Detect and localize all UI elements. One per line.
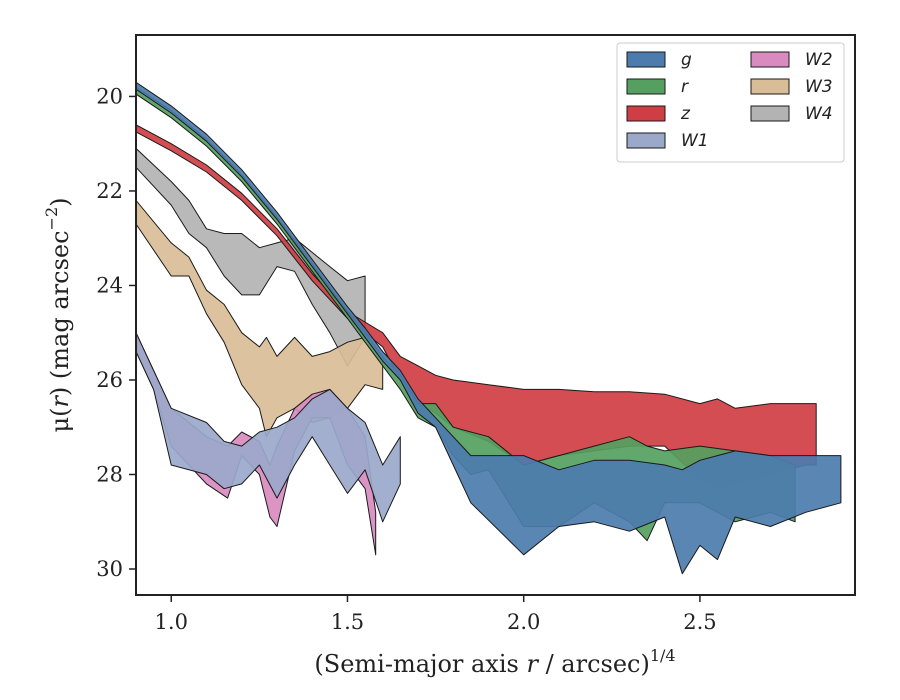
legend-swatch-r bbox=[626, 78, 666, 95]
x-tick-label: 2.5 bbox=[683, 610, 716, 634]
y-tick-label: 24 bbox=[96, 273, 123, 297]
legend-swatch-z bbox=[626, 105, 666, 122]
y-tick-label: 30 bbox=[96, 557, 123, 581]
x-axis-label: (Semi-major axis r / arcsec)1/4 bbox=[314, 646, 675, 678]
plot-frame bbox=[135, 34, 856, 596]
band-g bbox=[136, 81, 842, 575]
y-tick-label: 20 bbox=[96, 84, 123, 108]
band-w1 bbox=[136, 332, 401, 523]
legend-swatch-g bbox=[626, 51, 666, 68]
legend-swatch-w4 bbox=[750, 105, 790, 122]
band-w3 bbox=[136, 199, 384, 438]
legend: grz W1 W2 W3 W4 bbox=[616, 42, 845, 163]
legend-swatch-w2 bbox=[750, 51, 790, 68]
y-axis: 20 22 24 26 28 30 bbox=[96, 84, 136, 581]
band-areas bbox=[136, 81, 842, 575]
y-tick-label: 26 bbox=[96, 368, 123, 392]
legend-label-w3: W3 bbox=[805, 77, 833, 97]
legend-label-w2: W2 bbox=[805, 50, 833, 70]
legend-label-z: z bbox=[680, 104, 691, 124]
legend-label-g: g bbox=[681, 50, 692, 70]
y-tick-label: 22 bbox=[96, 179, 123, 203]
legend-label-r: r bbox=[681, 77, 689, 97]
x-tick-label: 1.0 bbox=[155, 610, 188, 634]
legend-box bbox=[616, 42, 845, 163]
x-tick-label: 1.5 bbox=[331, 610, 364, 634]
legend-label-w1: W1 bbox=[681, 131, 709, 151]
legend-swatch-w3 bbox=[750, 78, 790, 95]
y-axis-label: μ(r) (mag arcsec−2) bbox=[42, 197, 74, 432]
x-tick-label: 2.0 bbox=[507, 610, 540, 634]
x-axis: 1.0 1.5 2.0 2.5 bbox=[155, 595, 717, 634]
legend-swatch-w1 bbox=[626, 132, 666, 149]
legend-label-w4: W4 bbox=[805, 104, 833, 124]
y-tick-label: 28 bbox=[96, 462, 123, 486]
